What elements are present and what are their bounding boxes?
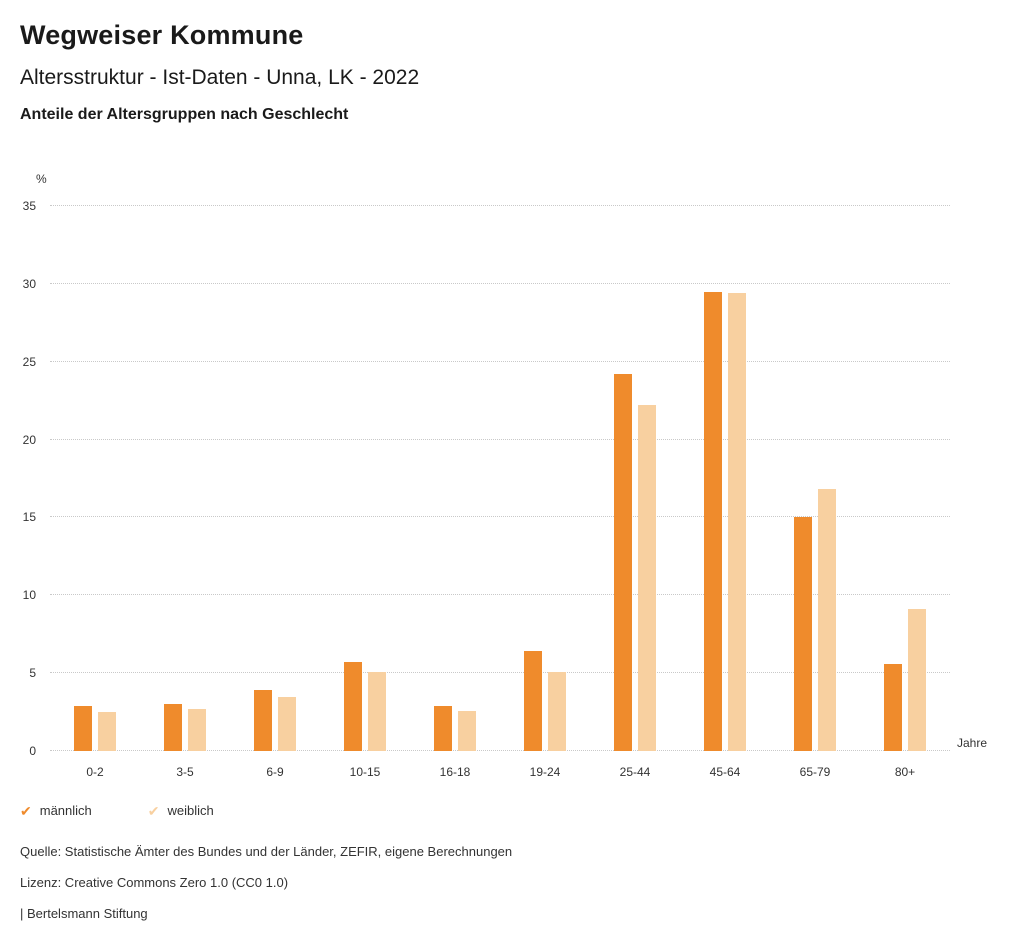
gridline-25 [50, 360, 950, 362]
plot-area [50, 205, 950, 751]
bar-weiblich-19-24[interactable] [548, 671, 566, 751]
bar-männlich-10-15[interactable] [344, 662, 362, 751]
page-subtitle: Altersstruktur - Ist-Daten - Unna, LK - … [20, 66, 420, 89]
gridline-35 [50, 205, 950, 206]
page-title: Wegweiser Kommune [20, 20, 304, 50]
bar-männlich-80+[interactable] [884, 663, 902, 751]
bar-weiblich-80+[interactable] [908, 609, 926, 751]
y-tick-label-20: 20 [22, 432, 36, 447]
y-tick-label-30: 30 [22, 276, 36, 291]
footer-license: Lizenz: Creative Commons Zero 1.0 (CC0 1… [20, 875, 289, 890]
bar-weiblich-6-9[interactable] [278, 696, 296, 751]
gridline-30 [50, 282, 950, 284]
x-tick-label-80+: 80+ [894, 765, 916, 779]
legend-item-männlich[interactable]: ✔ männlich [20, 803, 92, 818]
y-tick-label-25: 25 [22, 354, 36, 369]
gridline-15 [50, 516, 950, 518]
bar-männlich-16-18[interactable] [434, 705, 452, 751]
legend-label: weiblich [167, 803, 214, 818]
x-tick-label-16-18: 16-18 [439, 765, 471, 779]
y-axis-unit-label: % [36, 172, 47, 186]
x-tick-label-3-5: 3-5 [176, 765, 194, 779]
y-tick-label-0: 0 [29, 744, 36, 758]
y-tick-label-10: 10 [22, 588, 36, 603]
y-tick-label-5: 5 [29, 666, 36, 681]
bar-weiblich-10-15[interactable] [368, 671, 386, 751]
gridline-10 [50, 594, 950, 596]
bar-männlich-25-44[interactable] [614, 374, 632, 751]
bar-weiblich-45-64[interactable] [728, 293, 746, 751]
footer-attribution: | Bertelsmann Stiftung [20, 906, 148, 921]
y-axis: 0 5 10 15 20 25 30 35 [0, 170, 40, 790]
y-tick-label-15: 15 [22, 510, 36, 525]
bar-männlich-45-64[interactable] [704, 291, 722, 751]
gridline-0 [50, 750, 950, 751]
x-tick-label-25-44: 25-44 [619, 765, 651, 779]
bar-männlich-0-2[interactable] [74, 705, 92, 751]
x-tick-label-19-24: 19-24 [529, 765, 561, 779]
footer-source: Quelle: Statistische Ämter des Bundes un… [20, 844, 513, 859]
x-tick-label-0-2: 0-2 [86, 765, 104, 779]
bar-weiblich-65-79[interactable] [818, 489, 836, 751]
bar-chart: % 0 5 10 15 20 25 30 35 0-2 3-5 6-9 10-15 16-18 19-2… [0, 170, 1024, 790]
y-tick-label-35: 35 [22, 199, 36, 213]
x-tick-label-6-9: 6-9 [266, 765, 284, 779]
bar-männlich-3-5[interactable] [164, 704, 182, 751]
bar-weiblich-25-44[interactable] [638, 405, 656, 751]
bar-weiblich-16-18[interactable] [458, 710, 476, 751]
bar-männlich-6-9[interactable] [254, 690, 272, 751]
legend-label: männlich [39, 803, 92, 818]
bar-weiblich-3-5[interactable] [188, 708, 206, 751]
gridline-5 [50, 672, 950, 674]
check-icon: ✔ [20, 802, 32, 819]
chart-heading: Anteile der Altersgruppen nach Geschlech… [20, 106, 349, 123]
x-tick-label-10-15: 10-15 [349, 765, 381, 779]
x-tick-label-45-64: 45-64 [709, 765, 741, 779]
check-icon: ✔ [147, 802, 160, 819]
legend-item-weiblich[interactable]: ✔ weiblich [148, 803, 214, 818]
gridline-20 [50, 438, 950, 440]
bar-weiblich-0-2[interactable] [98, 712, 116, 751]
x-axis: 0-2 3-5 6-9 10-15 16-18 19-24 25-44 45-64 65-79 8… [0, 765, 1024, 785]
x-tick-label-65-79: 65-79 [799, 765, 831, 779]
legend: ✔ männlich ✔ weiblich [20, 803, 214, 818]
x-axis-unit-label: Jahre [957, 736, 988, 750]
bar-männlich-65-79[interactable] [794, 517, 812, 751]
bar-männlich-19-24[interactable] [524, 651, 542, 751]
